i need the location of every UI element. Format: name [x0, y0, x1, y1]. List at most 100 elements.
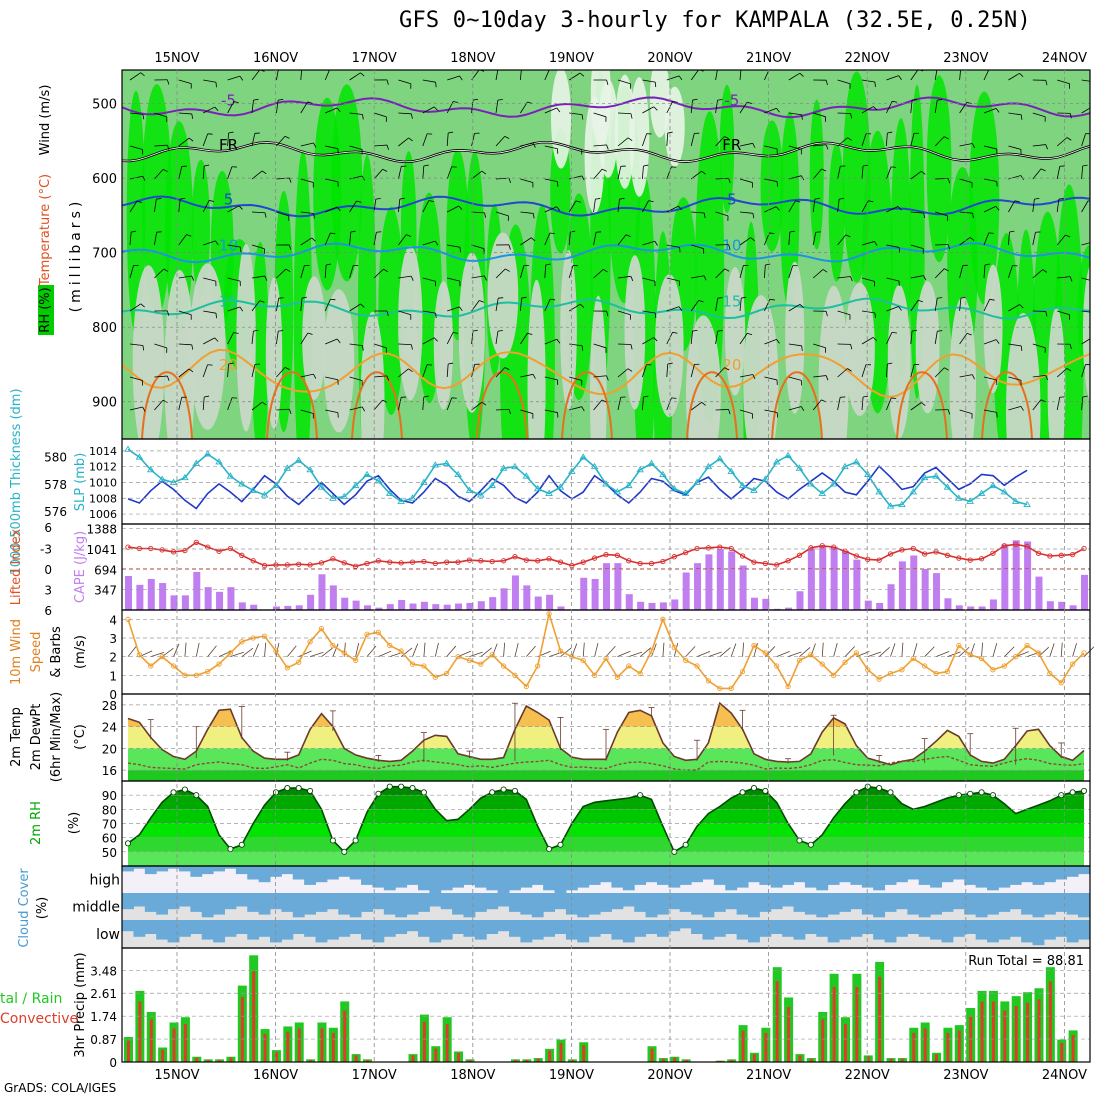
cloud-high-cell — [645, 866, 658, 883]
rh-dry-band — [655, 274, 684, 418]
lifted-index-line-point — [1035, 550, 1042, 556]
lifted-index-line-point — [546, 556, 552, 562]
wind-barb — [471, 364, 476, 378]
wind-barb — [593, 232, 597, 246]
lifted-index-line-point — [990, 550, 996, 556]
wind-barb-flag — [972, 213, 974, 219]
lifted-index-line-point — [967, 557, 973, 563]
wind-barb-flag — [1082, 395, 1088, 398]
wind-barb-flag — [874, 81, 876, 87]
cloud-low-cell — [292, 920, 305, 934]
cloud-low-cell — [213, 920, 225, 943]
wind-barb-flag — [703, 275, 707, 281]
cape-bar — [398, 600, 406, 610]
wind-barb — [520, 409, 534, 414]
wind-speed-line-point — [170, 663, 177, 669]
wind-barb-flag — [481, 170, 487, 175]
cape-bar — [705, 554, 713, 610]
lifted-index-line-point — [478, 558, 484, 564]
wind-barb — [593, 168, 603, 180]
label-wind-speed: 10m Wind — [9, 619, 24, 685]
precip-convective-bar — [935, 1054, 939, 1062]
wind-barb — [642, 310, 656, 314]
wind-barb — [520, 211, 534, 214]
surface-wind-barb — [696, 650, 711, 658]
cloud-low-cell — [474, 920, 487, 940]
cloud-low-cell — [850, 920, 863, 937]
cloud-low-cell — [941, 920, 954, 943]
wind-barb-flag — [795, 200, 801, 203]
wind-barb — [910, 331, 913, 345]
cloud-high-cell — [941, 866, 954, 883]
wind-barb-flag — [549, 232, 555, 235]
wind-barb-flag — [701, 170, 706, 175]
surface-wind-barb — [662, 642, 665, 657]
wind-speed-line-point — [318, 626, 325, 632]
precip-convective-bar — [536, 1058, 540, 1062]
cloud-low-cell — [861, 920, 874, 934]
wind-barb — [568, 200, 577, 213]
cloud-low-cell — [895, 920, 908, 937]
wind-barb-flag — [289, 244, 292, 250]
wind-barb — [251, 100, 254, 114]
cloud-middle-cell — [793, 893, 806, 912]
lifted-index-line-point — [865, 556, 871, 563]
surface-wind-barb — [480, 647, 492, 657]
wind-barb-flag — [653, 106, 658, 111]
cape-bar — [876, 602, 884, 610]
wind-barb — [617, 234, 627, 246]
wind-barb — [349, 72, 361, 81]
precip-convective-bar — [661, 1058, 665, 1062]
wind-barb-flag — [969, 237, 975, 241]
wind-barb-flag — [453, 101, 459, 103]
precip-convective-bar — [1060, 1042, 1064, 1062]
wind-speed-line-point — [1058, 680, 1064, 686]
wind-barb-flag — [728, 178, 731, 184]
wind-barb-flag — [923, 275, 927, 281]
surface-wind-barb — [685, 646, 696, 657]
wind-barb — [886, 306, 899, 312]
thickness-tick-label: 576 — [44, 505, 67, 519]
wind-barb-flag — [717, 99, 723, 101]
wind-barb-flag — [204, 395, 210, 398]
wind-barb — [617, 79, 631, 85]
wind-barb — [1032, 168, 1042, 180]
wind-barb-flag — [579, 72, 585, 77]
wind-barb — [1008, 343, 1022, 347]
cloud-low-cell — [577, 920, 590, 943]
cloud-middle-cell — [782, 893, 795, 907]
cloud-low-cell — [964, 920, 977, 934]
wind-speed-line-point — [853, 650, 860, 656]
wind-barb — [1032, 343, 1046, 349]
wind-barb — [276, 298, 280, 312]
cloud-high-cell — [167, 866, 180, 869]
wind-barb — [202, 133, 209, 147]
wind-speed-line-point — [421, 663, 427, 669]
lifted-index-line-point — [1024, 543, 1030, 550]
wind-barb — [1008, 232, 1010, 246]
cloud-low-cell — [429, 920, 442, 943]
wind-barb-flag — [947, 244, 951, 250]
cloud-low-cell — [987, 920, 999, 943]
cloud-low-cell — [201, 920, 214, 940]
rh-dry-band — [265, 277, 283, 429]
wind-barb — [764, 376, 778, 381]
precip-convective-bar — [844, 1023, 847, 1062]
cape-bar — [511, 575, 519, 610]
slp-line-point — [704, 462, 713, 470]
wind-speed-line-point — [739, 668, 746, 675]
cape-bar — [409, 603, 417, 610]
cloud-low-cell — [770, 920, 783, 934]
cloud-low-cell — [759, 920, 772, 937]
precip-convective-bar — [1037, 999, 1041, 1062]
wind-barb-flag — [1069, 113, 1072, 119]
label-rh-units: (%) — [67, 812, 82, 835]
rh-dry-band — [785, 261, 805, 414]
wind-barb — [666, 133, 669, 147]
precip-convective-bar — [331, 1032, 335, 1062]
wind-barb — [251, 331, 254, 345]
lifted-index-line-point — [728, 545, 734, 552]
wind-barb — [959, 409, 973, 415]
cloud-high-cell — [258, 866, 271, 883]
cloud-middle-cell — [702, 893, 715, 918]
